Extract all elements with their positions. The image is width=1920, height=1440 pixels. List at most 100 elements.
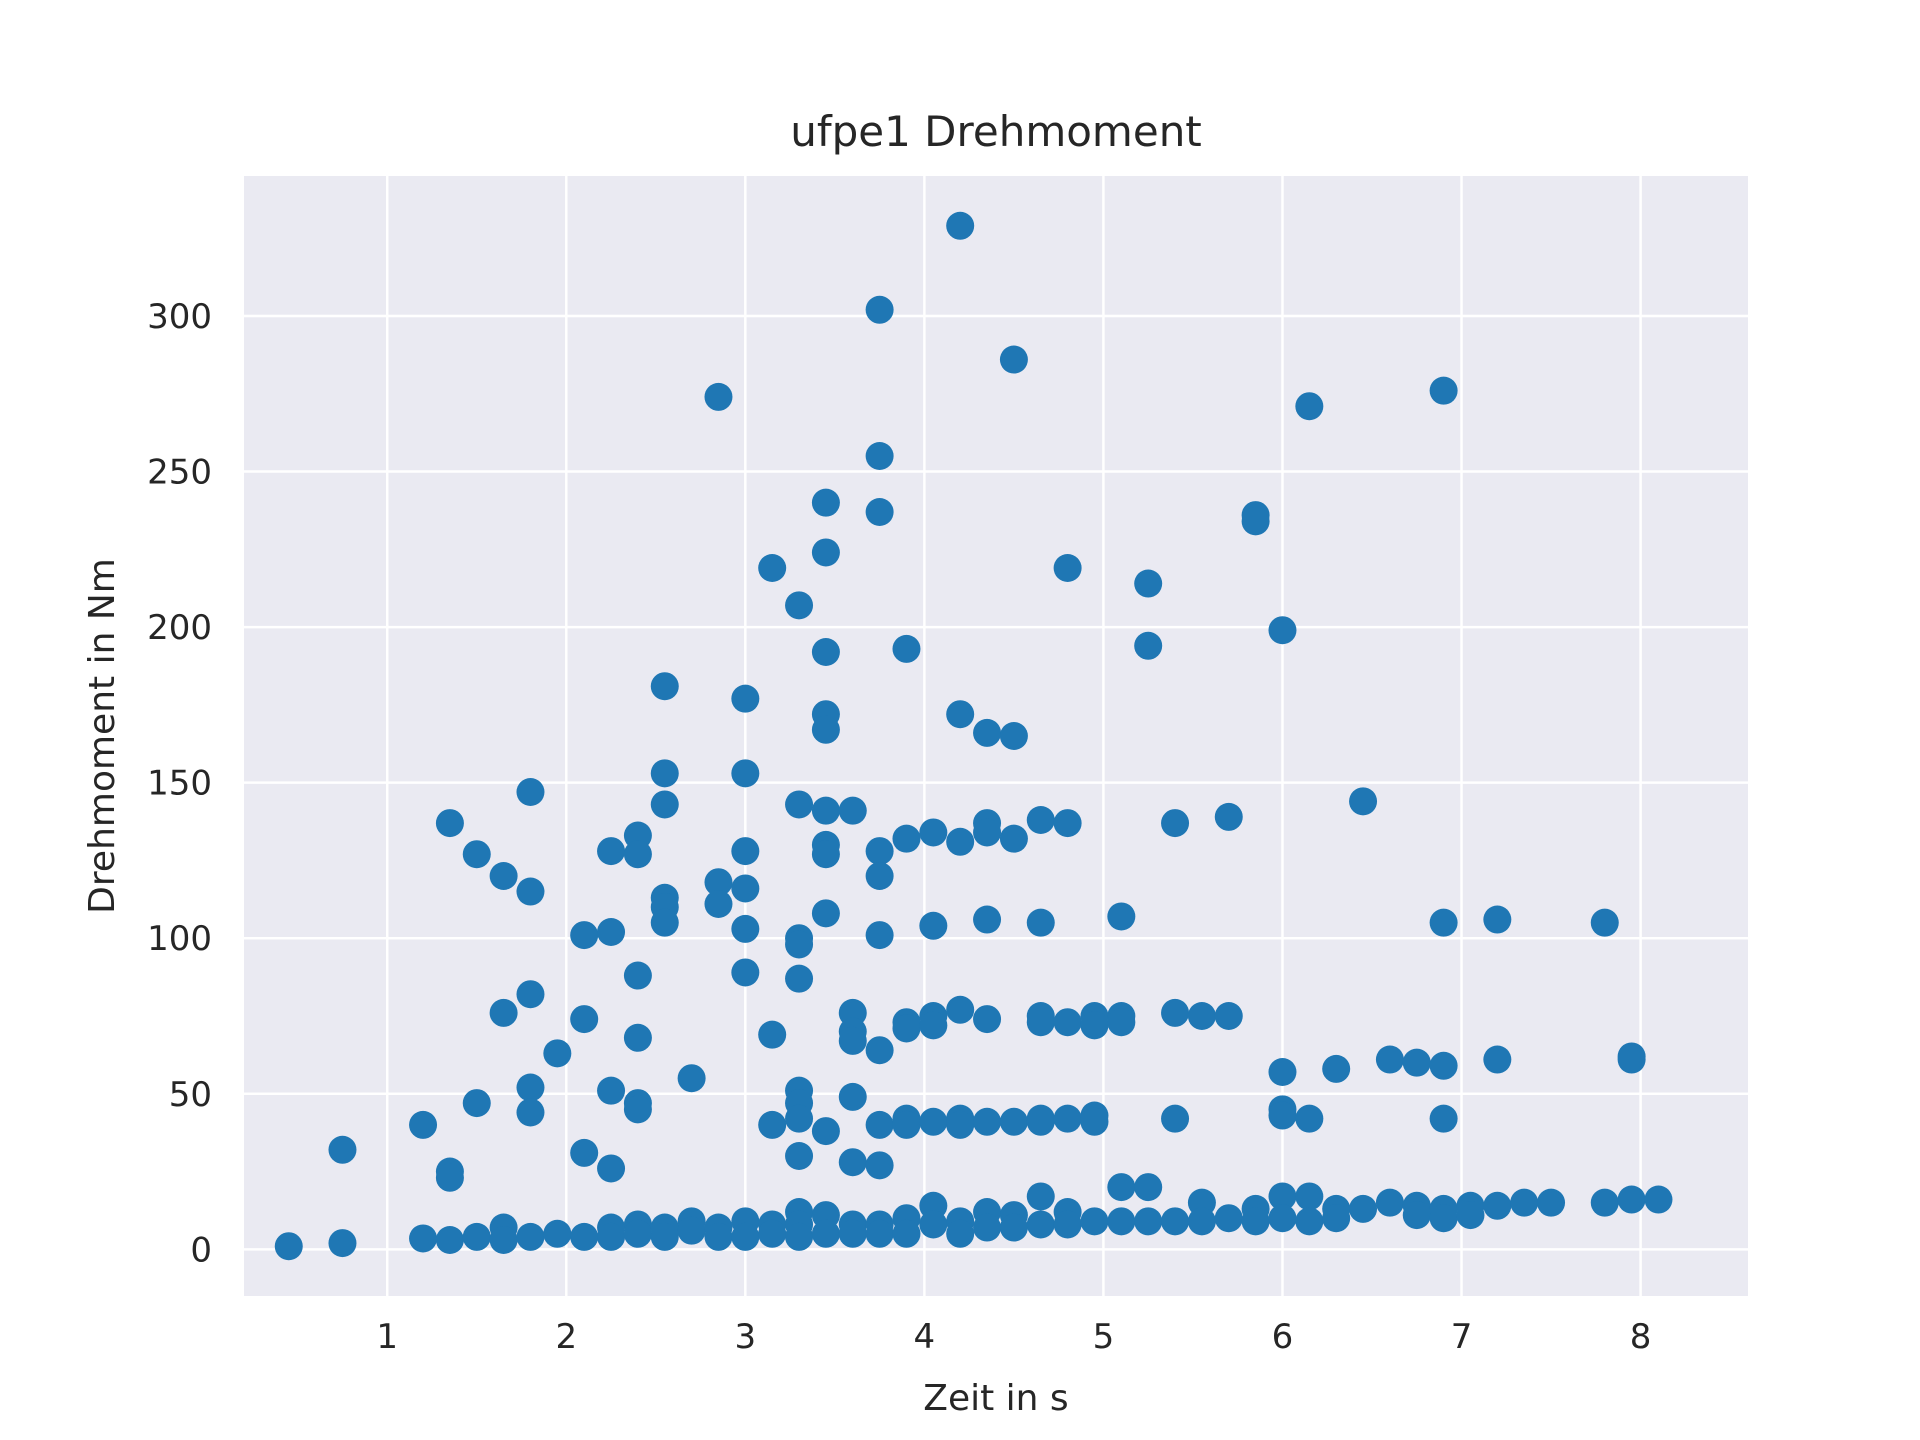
data-point bbox=[1402, 1048, 1431, 1077]
data-point bbox=[516, 1222, 545, 1251]
data-point bbox=[1295, 392, 1324, 421]
data-point bbox=[919, 818, 948, 847]
data-point bbox=[1510, 1188, 1539, 1217]
data-point bbox=[570, 1222, 599, 1251]
data-point bbox=[1134, 631, 1163, 660]
x-tick-label: 3 bbox=[735, 1317, 757, 1357]
data-point bbox=[1268, 1101, 1297, 1130]
data-point bbox=[1322, 1054, 1351, 1083]
data-point bbox=[1402, 1201, 1431, 1230]
data-point bbox=[999, 1107, 1028, 1136]
data-point bbox=[1161, 1207, 1190, 1236]
data-point bbox=[516, 1098, 545, 1127]
data-point bbox=[758, 1219, 787, 1248]
x-tick-labels: 1 2 3 4 5 6 7 8 bbox=[376, 1317, 1651, 1357]
data-point bbox=[731, 1222, 760, 1251]
data-point bbox=[892, 824, 921, 853]
data-point bbox=[570, 1138, 599, 1167]
data-point bbox=[1429, 1051, 1458, 1080]
data-point bbox=[543, 1219, 572, 1248]
data-point bbox=[516, 877, 545, 906]
data-point bbox=[919, 1011, 948, 1040]
y-axis-title: Drehmoment in Nm bbox=[82, 558, 123, 914]
data-point bbox=[570, 921, 599, 950]
data-point bbox=[731, 914, 760, 943]
chart-title: ufpe1 Drehmoment bbox=[790, 107, 1202, 156]
data-point bbox=[704, 1222, 733, 1251]
data-point bbox=[1295, 1207, 1324, 1236]
y-tick-label: 100 bbox=[147, 919, 212, 959]
data-point bbox=[597, 1222, 626, 1251]
data-point bbox=[892, 634, 921, 663]
data-point bbox=[1214, 1002, 1243, 1030]
data-point bbox=[1107, 1207, 1136, 1236]
data-points bbox=[274, 211, 1673, 1261]
data-point bbox=[999, 1213, 1028, 1242]
data-point bbox=[570, 1005, 599, 1034]
data-point bbox=[811, 715, 840, 744]
data-point bbox=[758, 1110, 787, 1139]
data-point bbox=[1429, 376, 1458, 405]
data-point bbox=[1214, 802, 1243, 831]
x-tick-label: 4 bbox=[914, 1317, 936, 1357]
data-point bbox=[623, 1219, 652, 1248]
data-point bbox=[1053, 554, 1082, 582]
data-point bbox=[811, 1117, 840, 1146]
x-tick-label: 7 bbox=[1451, 1317, 1473, 1357]
data-point bbox=[1026, 908, 1055, 937]
data-point bbox=[811, 488, 840, 517]
data-point bbox=[1053, 1008, 1082, 1037]
data-point bbox=[704, 868, 733, 897]
data-point bbox=[1375, 1188, 1404, 1217]
data-point bbox=[811, 1219, 840, 1248]
data-point bbox=[731, 958, 760, 987]
data-point bbox=[865, 1151, 894, 1180]
data-point bbox=[328, 1135, 357, 1164]
data-point bbox=[1268, 1182, 1297, 1211]
data-point bbox=[1026, 1008, 1055, 1037]
data-point bbox=[1617, 1185, 1646, 1214]
data-point bbox=[1026, 1210, 1055, 1239]
data-point bbox=[704, 890, 733, 918]
data-point bbox=[462, 1089, 491, 1118]
y-tick-label: 0 bbox=[190, 1230, 212, 1270]
data-point bbox=[892, 1219, 921, 1248]
data-point bbox=[1161, 1104, 1190, 1133]
x-tick-label: 6 bbox=[1272, 1317, 1294, 1357]
data-point bbox=[1134, 569, 1163, 598]
data-point bbox=[623, 961, 652, 990]
data-point bbox=[328, 1229, 357, 1258]
x-tick-label: 5 bbox=[1093, 1317, 1115, 1357]
data-point bbox=[973, 1213, 1002, 1242]
data-point bbox=[785, 790, 814, 819]
data-point bbox=[1080, 1207, 1109, 1236]
data-point bbox=[731, 759, 760, 788]
data-point bbox=[838, 1082, 867, 1111]
data-point bbox=[435, 1163, 464, 1192]
data-point bbox=[650, 672, 679, 701]
data-point bbox=[1429, 1204, 1458, 1233]
data-point bbox=[516, 1073, 545, 1102]
data-point bbox=[785, 964, 814, 993]
data-point bbox=[1429, 908, 1458, 937]
data-point bbox=[409, 1110, 438, 1139]
data-point bbox=[1322, 1204, 1351, 1233]
data-point bbox=[811, 538, 840, 567]
data-point bbox=[999, 345, 1028, 374]
x-tick-label: 1 bbox=[376, 1317, 398, 1357]
x-axis-title: Zeit in s bbox=[923, 1378, 1068, 1419]
y-tick-label: 200 bbox=[147, 608, 212, 648]
data-point bbox=[1026, 1107, 1055, 1136]
data-point bbox=[946, 827, 975, 856]
data-point bbox=[1053, 1210, 1082, 1239]
data-point bbox=[1349, 787, 1378, 816]
data-point bbox=[946, 700, 975, 729]
data-point bbox=[1537, 1188, 1566, 1217]
data-point bbox=[973, 1107, 1002, 1136]
data-point bbox=[597, 918, 626, 946]
data-point bbox=[811, 899, 840, 928]
data-point bbox=[1483, 1045, 1512, 1074]
data-point bbox=[838, 796, 867, 825]
data-point bbox=[1107, 1008, 1136, 1037]
